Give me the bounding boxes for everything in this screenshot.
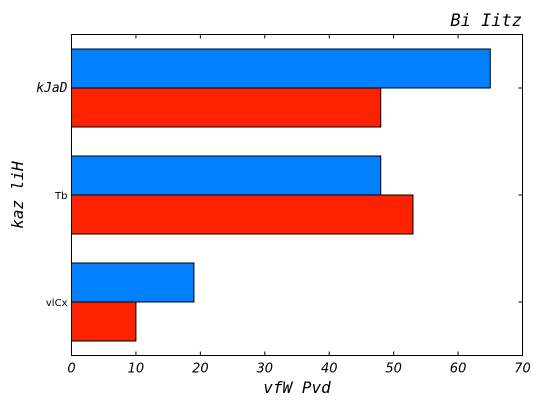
x-tick-label-0: 0 [67,362,75,377]
x-axis-label: vfW Pvd [263,378,331,397]
bar-Tb-series-2 [71,155,382,196]
bar-kJaD-series-1 [71,87,382,128]
ticks-layer: vlCx Tb kJaD 0 10 20 30 40 50 60 70 [36,34,531,377]
x-tick-label-40: 40 [321,362,338,377]
bar-kJaD-series-2 [71,48,491,89]
bar-Tb-series-1 [71,194,414,235]
y-tick-label-kJaD: kJaD [36,81,67,96]
x-tick-label-10: 10 [128,362,145,377]
bar-vlCx-series-2 [71,262,195,303]
x-tick-label-60: 60 [450,362,467,377]
bar-vlCx-series-1 [71,301,137,342]
x-tick-label-20: 20 [192,362,209,377]
y-tick-label-vlCx: vlCx [46,298,68,309]
y-tick-label-Tb: Tb [54,191,67,202]
x-tick-label-30: 30 [257,362,274,377]
y-axis-label: kaz liH [8,161,27,229]
chart-title: Bi Iitz [450,11,522,31]
bars-layer [71,48,491,342]
x-tick-label-50: 50 [385,362,402,377]
x-tick-label-70: 70 [514,362,531,377]
